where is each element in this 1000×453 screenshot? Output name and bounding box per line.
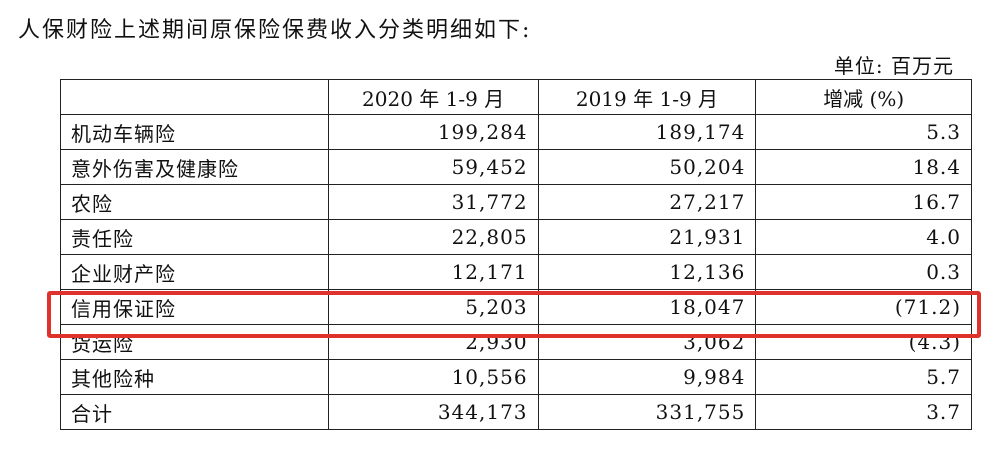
table-row: 信用保证险 5,203 18,047 (71.2) bbox=[60, 289, 972, 325]
value-2020: 12,171 bbox=[327, 254, 539, 290]
value-change: (71.2) bbox=[755, 289, 972, 325]
value-change: 5.3 bbox=[755, 114, 972, 150]
value-2019: 331,755 bbox=[537, 394, 757, 430]
row-name: 信用保证险 bbox=[60, 289, 329, 325]
value-change: 18.4 bbox=[755, 149, 972, 185]
table-row: 合计 344,173 331,755 3.7 bbox=[60, 394, 972, 430]
value-change: 16.7 bbox=[755, 184, 972, 220]
header-category bbox=[60, 79, 329, 115]
value-2020: 22,805 bbox=[327, 219, 539, 255]
value-2019: 21,931 bbox=[537, 219, 757, 255]
value-2019: 9,984 bbox=[537, 359, 757, 395]
value-2019: 3,062 bbox=[537, 324, 757, 360]
row-name: 责任险 bbox=[60, 219, 329, 255]
value-2019: 27,217 bbox=[537, 184, 757, 220]
row-name: 机动车辆险 bbox=[60, 114, 329, 150]
row-name: 意外伤害及健康险 bbox=[60, 149, 329, 185]
value-2019: 189,174 bbox=[537, 114, 757, 150]
value-2020: 2,930 bbox=[327, 324, 539, 360]
value-2020: 199,284 bbox=[327, 114, 539, 150]
value-2019: 18,047 bbox=[537, 289, 757, 325]
table-row: 意外伤害及健康险 59,452 50,204 18.4 bbox=[60, 149, 972, 185]
value-2020: 59,452 bbox=[327, 149, 539, 185]
premium-table: 2020 年 1-9 月 2019 年 1-9 月 增减 (%) 机动车辆险 19… bbox=[60, 79, 972, 430]
table-row: 企业财产险 12,171 12,136 0.3 bbox=[60, 254, 972, 290]
value-2019: 50,204 bbox=[537, 149, 757, 185]
value-change: (4.3) bbox=[755, 324, 972, 360]
value-change: 5.7 bbox=[755, 359, 972, 395]
value-change: 4.0 bbox=[755, 219, 972, 255]
row-name: 货运险 bbox=[60, 324, 329, 360]
value-2020: 344,173 bbox=[327, 394, 539, 430]
row-name: 企业财产险 bbox=[60, 254, 329, 290]
value-2020: 31,772 bbox=[327, 184, 539, 220]
header-change: 增减 (%) bbox=[755, 79, 972, 115]
value-2019: 12,136 bbox=[537, 254, 757, 290]
table-row: 货运险 2,930 3,062 (4.3) bbox=[60, 324, 972, 360]
unit-label: 单位: 百万元 bbox=[833, 54, 954, 78]
table-row: 农险 31,772 27,217 16.7 bbox=[60, 184, 972, 220]
row-name: 合计 bbox=[60, 394, 329, 430]
page-heading: 人保财险上述期间原保险保费收入分类明细如下: bbox=[18, 18, 532, 43]
header-2019: 2019 年 1-9 月 bbox=[537, 79, 757, 115]
value-change: 3.7 bbox=[755, 394, 972, 430]
value-change: 0.3 bbox=[755, 254, 972, 290]
table-row: 机动车辆险 199,284 189,174 5.3 bbox=[60, 114, 972, 150]
row-name: 农险 bbox=[60, 184, 329, 220]
value-2020: 5,203 bbox=[327, 289, 539, 325]
row-name: 其他险种 bbox=[60, 359, 329, 395]
table-header-row: 2020 年 1-9 月 2019 年 1-9 月 增减 (%) bbox=[60, 79, 972, 115]
value-2020: 10,556 bbox=[327, 359, 539, 395]
table-row: 其他险种 10,556 9,984 5.7 bbox=[60, 359, 972, 395]
header-2020: 2020 年 1-9 月 bbox=[327, 79, 539, 115]
table-row: 责任险 22,805 21,931 4.0 bbox=[60, 219, 972, 255]
